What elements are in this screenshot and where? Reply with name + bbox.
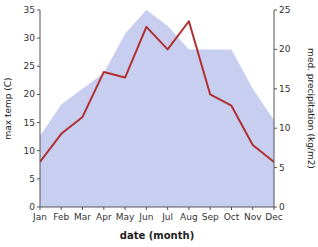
- y2-axis-label: med. precipitation (kg/m2): [306, 48, 316, 169]
- x-tick-label: Oct: [224, 212, 240, 222]
- y-tick: [37, 122, 40, 123]
- x-tick: [210, 207, 211, 210]
- x-tick-label: Jun: [138, 212, 153, 222]
- x-tick: [252, 207, 253, 210]
- x-tick: [188, 207, 189, 210]
- y2-tick: [274, 88, 277, 89]
- y-tick-label: 20: [24, 89, 36, 99]
- y2-tick-label: 10: [279, 123, 291, 133]
- y2-tick: [274, 49, 277, 50]
- y2-tick-label: 25: [279, 5, 290, 15]
- x-tick: [82, 207, 83, 210]
- x-axis-line: [40, 207, 274, 208]
- x-tick: [103, 207, 104, 210]
- y2-tick-label: 20: [279, 44, 291, 54]
- chart-container: 051015202530350510152025JanFebMarAprMayJ…: [0, 0, 318, 247]
- y-tick: [37, 38, 40, 39]
- x-tick-label: Apr: [96, 212, 112, 222]
- y2-tick-label: 15: [279, 84, 290, 94]
- x-tick-label: Sep: [202, 212, 219, 222]
- x-tick-label: Nov: [244, 212, 262, 222]
- x-tick: [167, 207, 168, 210]
- y-tick-label: 30: [24, 33, 36, 43]
- y-tick-label: 15: [24, 118, 35, 128]
- x-tick: [61, 207, 62, 210]
- plot-area: [40, 10, 274, 207]
- y-tick: [37, 178, 40, 179]
- x-tick: [231, 207, 232, 210]
- x-tick: [125, 207, 126, 210]
- y-tick: [37, 10, 40, 11]
- y-tick-label: 5: [29, 174, 35, 184]
- y2-tick-label: 5: [279, 163, 285, 173]
- x-tick-label: Jul: [161, 212, 173, 222]
- line: [40, 21, 274, 162]
- chart: 051015202530350510152025JanFebMarAprMayJ…: [0, 0, 318, 247]
- x-tick-label: Mar: [74, 212, 91, 222]
- x-axis-label: date (month): [120, 230, 194, 241]
- y-tick-label: 25: [24, 61, 35, 71]
- y-tick: [37, 66, 40, 67]
- x-tick-label: May: [116, 212, 135, 222]
- y2-tick: [274, 128, 277, 129]
- x-tick-label: Dec: [265, 212, 282, 222]
- y-tick-label: 10: [24, 146, 36, 156]
- x-tick-label: Aug: [180, 212, 198, 222]
- y2-axis-line: [274, 10, 275, 207]
- x-tick-label: Feb: [53, 212, 69, 222]
- y2-tick: [274, 10, 277, 11]
- y2-tick: [274, 167, 277, 168]
- x-tick: [40, 207, 41, 210]
- x-tick: [274, 207, 275, 210]
- x-tick-label: Jan: [32, 212, 47, 222]
- y-axis-line: [40, 10, 41, 207]
- y-tick: [37, 150, 40, 151]
- y-tick-label: 35: [24, 5, 35, 15]
- area: [40, 10, 274, 207]
- y-tick: [37, 94, 40, 95]
- y-axis-label: max temp (C): [3, 77, 13, 139]
- x-tick: [146, 207, 147, 210]
- y2-tick-label: 0: [279, 202, 285, 212]
- y-tick-label: 0: [29, 202, 35, 212]
